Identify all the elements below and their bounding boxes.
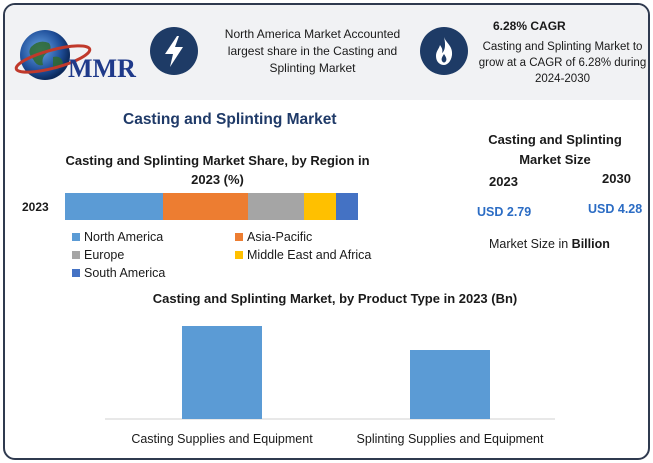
cagr-description: Casting and Splinting Market to grow at … [478, 41, 647, 85]
flame-icon [420, 27, 468, 75]
market-size-unit: Market Size in Billion [489, 237, 610, 251]
stack-segment-europe [248, 193, 304, 220]
year-2030-label: 2030 [602, 171, 631, 186]
legend-label: Middle East and Africa [247, 248, 372, 262]
legend-swatch [72, 251, 80, 259]
stack-segment-north-america [65, 193, 164, 220]
legend-swatch [235, 251, 243, 259]
product-bar-0 [182, 326, 262, 419]
stack-segment-south-america [335, 193, 358, 220]
region-chart-title: Casting and Splinting Market Share, by R… [65, 153, 370, 187]
legend-item: Europe [72, 248, 124, 262]
year-2023-label: 2023 [489, 174, 518, 189]
header-band [5, 5, 648, 100]
region-stacked-bar [65, 193, 358, 220]
legend-swatch [235, 233, 243, 241]
market-value-2023: USD 2.79 [477, 205, 532, 219]
stack-category-label: 2023 [22, 200, 49, 214]
legend-item: North America [72, 230, 163, 244]
product-category-label-0: Casting Supplies and Equipment [131, 432, 313, 446]
legend-label: Asia-Pacific [247, 230, 313, 244]
logo-text: MMR [68, 54, 136, 83]
mmr-logo: MMR [14, 30, 136, 83]
stack-segment-asia-pacific [163, 193, 249, 220]
legend-item: South America [72, 266, 165, 280]
product-bar-chart [105, 326, 555, 420]
infographic-frame: MMR North America Market Accounted large… [3, 3, 650, 460]
page-title: Casting and Splinting Market [123, 111, 337, 128]
legend-item: Middle East and Africa [235, 248, 371, 262]
north-america-highlight: North America Market Accounted largest s… [224, 27, 401, 75]
legend-swatch [72, 233, 80, 241]
product-category-label-1: Splinting Supplies and Equipment [356, 432, 544, 446]
market-size-title: Casting and Splinting Market Size [488, 132, 622, 167]
legend-label: South America [84, 266, 166, 280]
stack-segment-middle-east-and-africa [303, 193, 336, 220]
unit-bold: Billion [571, 237, 610, 251]
legend-label: North America [84, 230, 164, 244]
legend-swatch [72, 269, 80, 277]
lightning-icon [150, 27, 198, 75]
legend-label: Europe [84, 248, 125, 262]
market-value-2030: USD 4.28 [588, 202, 643, 216]
unit-prefix: Market Size in [489, 237, 572, 251]
product-bar-1 [410, 350, 490, 419]
cagr-headline: 6.28% CAGR [493, 19, 566, 33]
legend-item: Asia-Pacific [235, 230, 312, 244]
product-chart-title: Casting and Splinting Market, by Product… [152, 291, 518, 306]
